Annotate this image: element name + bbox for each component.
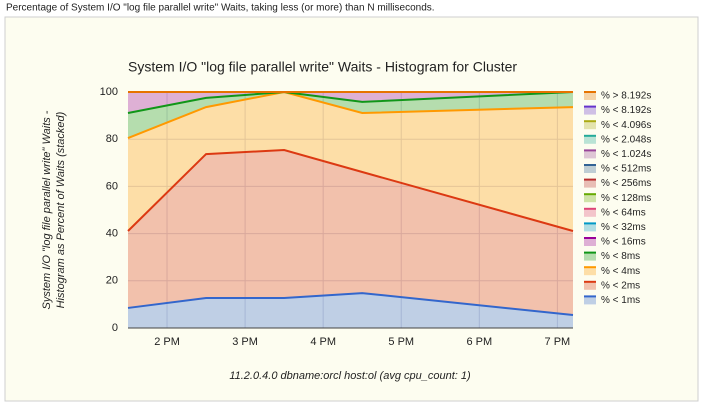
x-tick-label: 6 PM — [466, 336, 492, 348]
legend-label: % < 2.048s — [601, 134, 651, 145]
legend-label: % < 256ms — [601, 178, 651, 189]
legend-label: % < 8ms — [601, 251, 640, 262]
legend-label: % < 1ms — [601, 295, 640, 306]
legend-swatch — [584, 194, 596, 203]
legend-label: % < 8.192s — [601, 105, 651, 116]
legend-label: % < 2ms — [601, 280, 640, 291]
legend-label: % > 8.192s — [601, 91, 651, 102]
area — [128, 150, 573, 316]
y-tick-label: 80 — [106, 133, 118, 145]
area — [128, 293, 573, 328]
y-axis-title: Histogram as Percent of Waits (stacked) — [55, 111, 67, 308]
x-axis-title: 11.2.0.4.0 dbname:orcl host:ol (avg cpu_… — [229, 370, 471, 382]
area — [128, 92, 573, 232]
legend-swatch — [584, 208, 596, 217]
legend-swatch — [584, 267, 596, 276]
legend-swatch — [584, 223, 596, 232]
legend-label: % < 512ms — [601, 164, 651, 175]
y-tick-label: 20 — [106, 275, 118, 287]
legend-label: % < 128ms — [601, 193, 651, 204]
area — [128, 92, 573, 114]
x-tick-label: 3 PM — [232, 336, 258, 348]
y-tick-label: 0 — [112, 322, 118, 334]
legend-swatch — [584, 281, 596, 290]
legend-label: % < 32ms — [601, 222, 646, 233]
x-tick-label: 5 PM — [388, 336, 414, 348]
page-header: Percentage of System I/O "log file paral… — [6, 3, 435, 14]
legend-label: % < 64ms — [601, 207, 646, 218]
legend-swatch — [584, 238, 596, 246]
legend-swatch — [584, 179, 596, 188]
legend-swatch — [584, 121, 596, 130]
legend-swatch — [584, 150, 596, 159]
x-tick-label: 2 PM — [154, 336, 180, 348]
y-tick-label: 100 — [100, 86, 118, 98]
series-line — [127, 149, 574, 232]
y-tick-label: 40 — [106, 228, 118, 240]
y-tick-label: 60 — [106, 180, 118, 192]
legend-swatch — [584, 165, 596, 173]
legend-swatch — [584, 252, 596, 261]
legend-swatch — [584, 135, 596, 144]
panel — [4, 16, 699, 402]
x-tick-label: 7 PM — [545, 336, 571, 348]
area — [128, 92, 573, 139]
x-tick-label: 4 PM — [310, 336, 336, 348]
legend-label: % < 4.096s — [601, 120, 651, 131]
series-line — [127, 292, 574, 317]
legend-swatch — [584, 92, 596, 100]
legend-label: % < 16ms — [601, 237, 646, 248]
legend-swatch — [584, 106, 596, 115]
y-axis-title: System I/O "log file parallel write" Wai… — [41, 110, 53, 309]
legend-label: % < 1.024s — [601, 149, 651, 160]
legend-label: % < 4ms — [601, 266, 640, 277]
chart-title: System I/O "log file parallel write" Wai… — [128, 59, 517, 75]
legend-swatch — [584, 296, 596, 305]
